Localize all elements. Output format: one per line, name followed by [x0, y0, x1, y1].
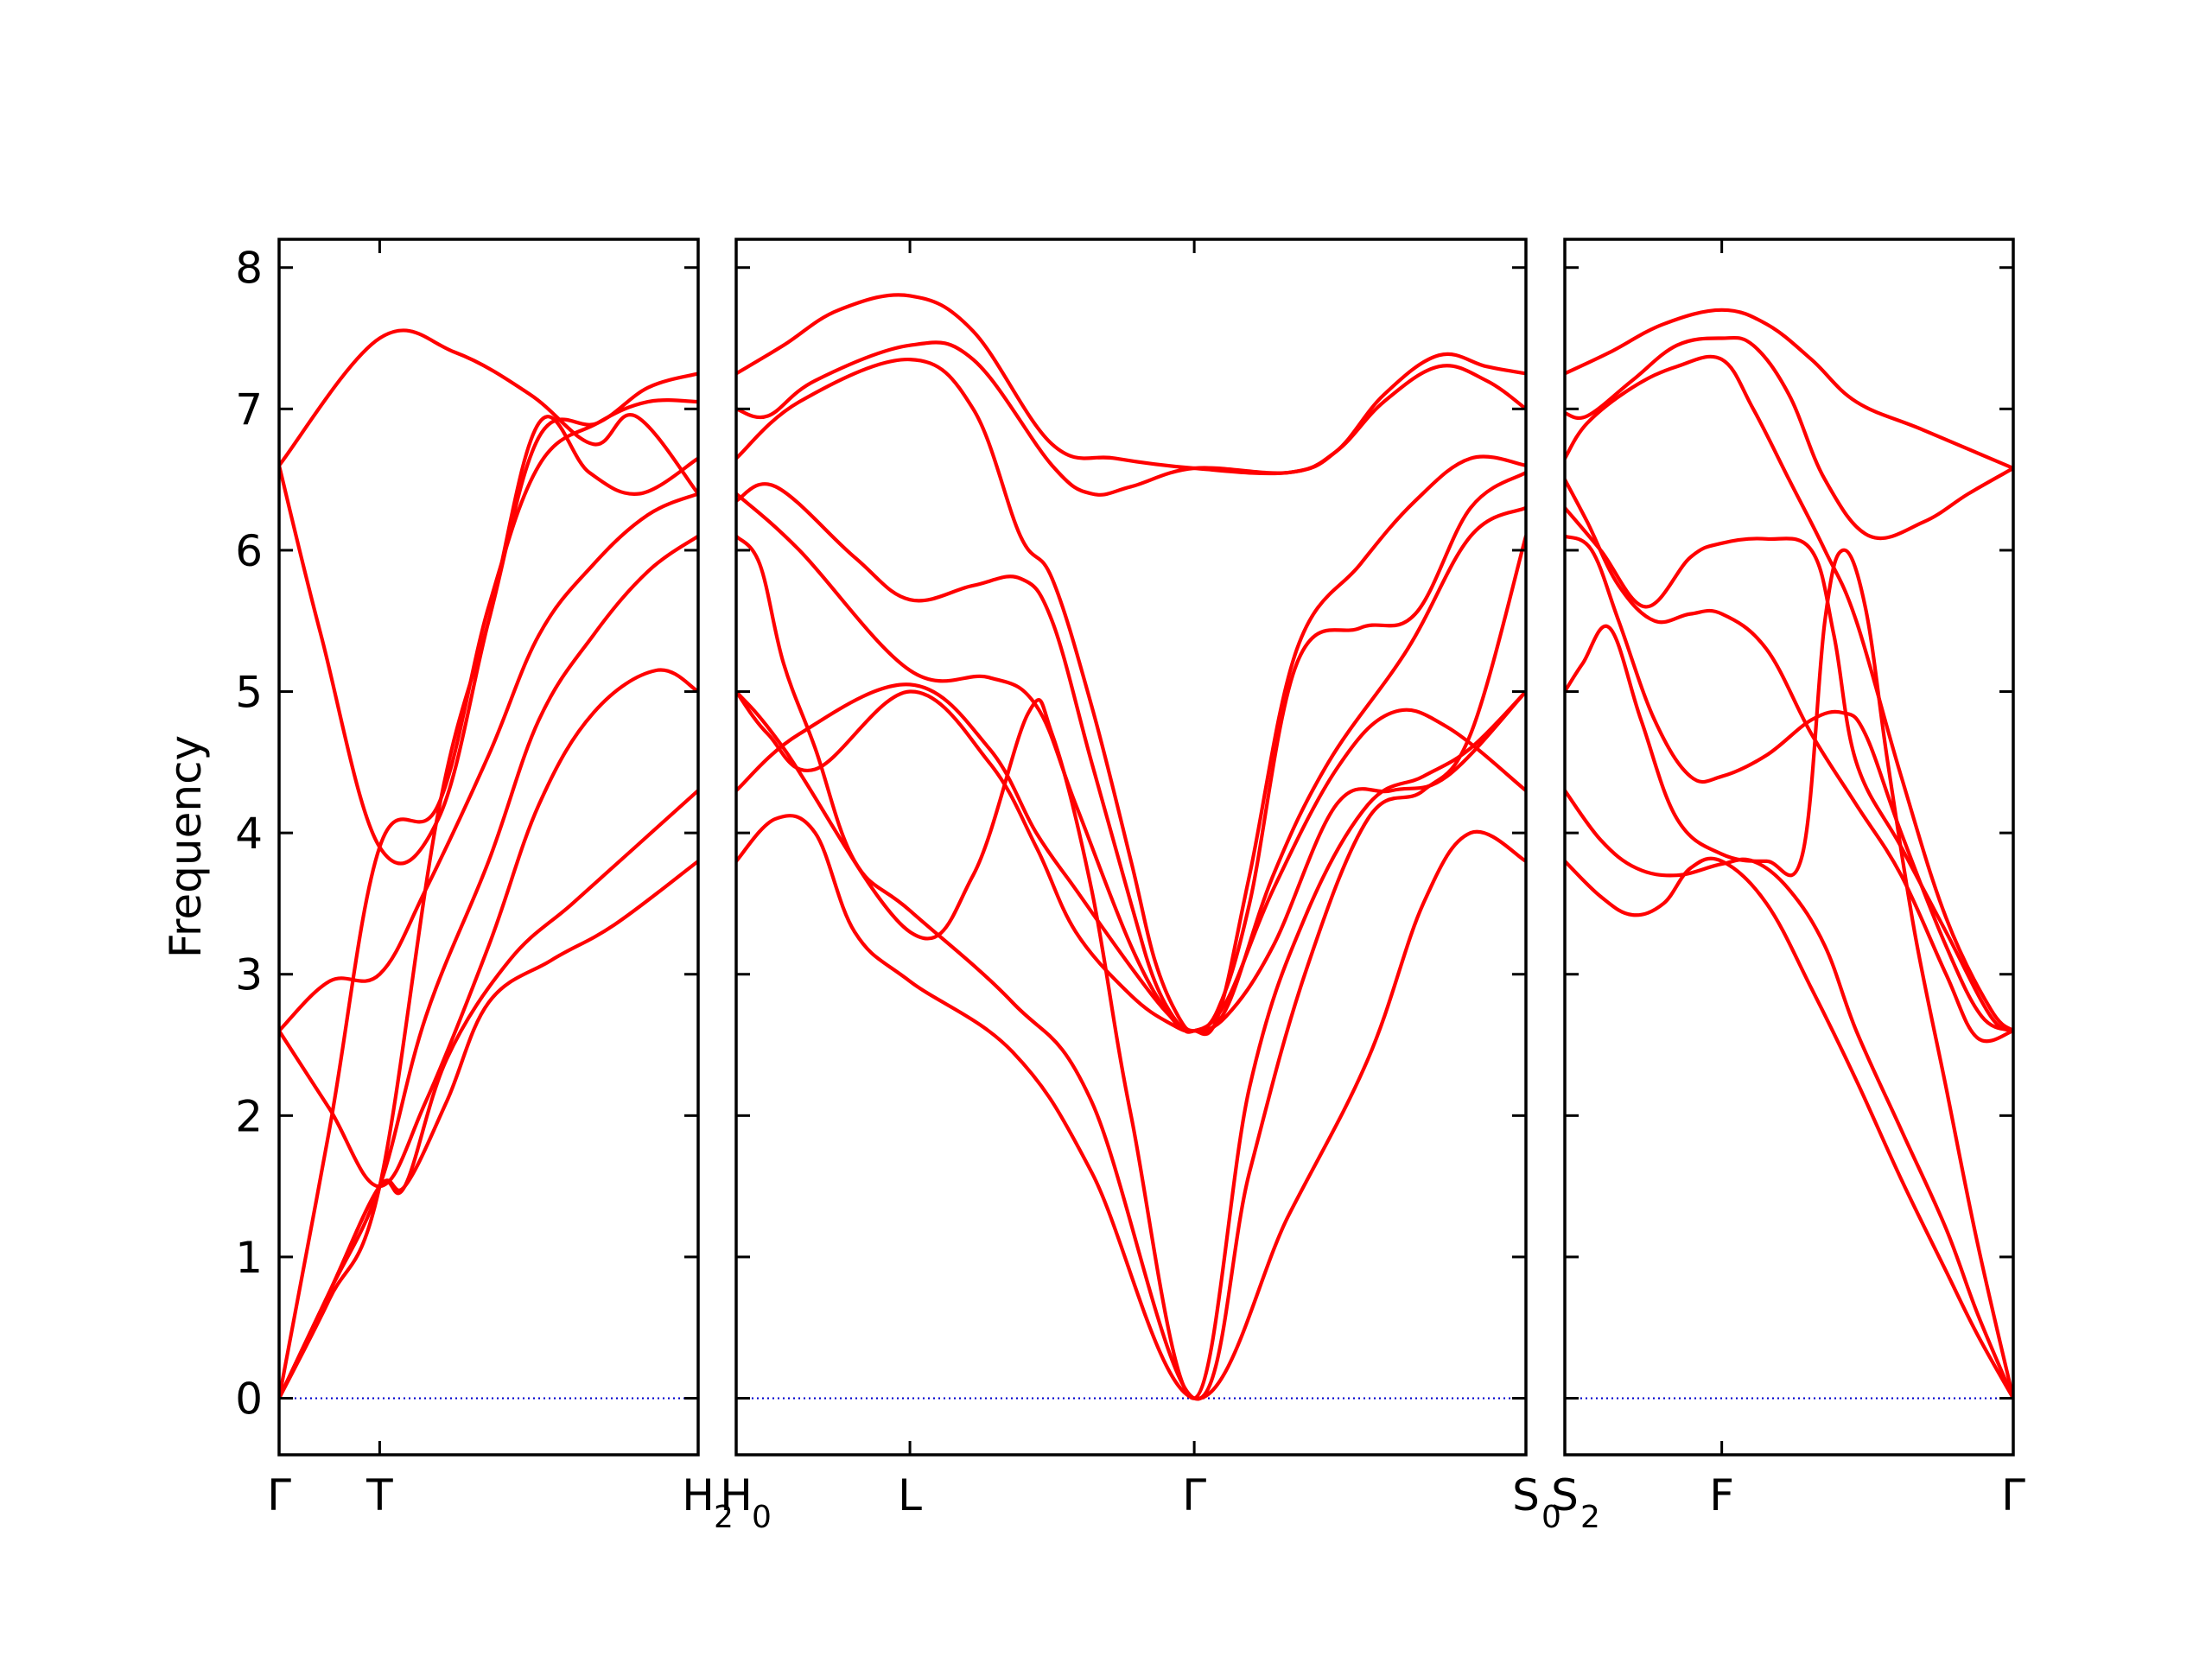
band-line-panel3-7	[1565, 548, 2013, 1400]
x-tick-label: L	[898, 1470, 922, 1520]
band-line-panel3-6	[1565, 534, 2013, 1033]
band-line-panel1-4	[279, 371, 698, 1400]
y-tick-label: 2	[235, 1091, 263, 1141]
y-tick-label: 6	[235, 526, 263, 576]
band-line-panel3-3	[1565, 354, 2013, 1033]
band-line-panel2-1	[736, 293, 1526, 476]
band-line-panel2-10	[736, 689, 1526, 1400]
band-line-panel1-8	[279, 789, 698, 1400]
y-tick-label: 0	[235, 1374, 263, 1425]
panel-frame-3	[1563, 238, 2015, 1457]
band-line-panel1-7	[279, 668, 698, 1189]
band-line-panel2-8	[736, 534, 1526, 1401]
band-line-panel1-5	[279, 492, 698, 1033]
band-line-panel1-6	[279, 534, 698, 1400]
x-tick-label: T	[365, 1470, 393, 1520]
band-line-panel1-2	[279, 415, 698, 866]
y-tick-label: 4	[235, 809, 263, 859]
panel-frame-1	[277, 238, 700, 1457]
band-line-panel2-9	[736, 814, 1526, 1400]
band-line-panel2-6	[736, 682, 1526, 1033]
x-tick-label-subscript: 2	[1580, 1500, 1600, 1535]
x-tick-label: S	[1512, 1470, 1540, 1520]
band-line-panel3-2	[1565, 335, 2013, 541]
band-line-panel3-9	[1565, 856, 2013, 1400]
x-tick-label: H	[682, 1470, 715, 1520]
band-line-panel1-9	[279, 859, 698, 1400]
y-axis-label: Frequency	[161, 735, 211, 958]
x-tick-label: Γ	[267, 1470, 291, 1520]
band-line-panel1-1	[279, 328, 698, 496]
x-tick-label: S	[1551, 1470, 1579, 1520]
band-line-panel3-5	[1565, 478, 2013, 1044]
y-tick-label: 7	[235, 384, 263, 435]
y-tick-label: 5	[235, 668, 263, 718]
x-tick-label-subscript: 0	[1541, 1500, 1561, 1535]
band-line-panel1-3	[279, 398, 698, 1400]
x-tick-label-subscript: 2	[714, 1500, 734, 1535]
x-tick-label: F	[1709, 1470, 1734, 1520]
y-tick-label: 1	[235, 1233, 263, 1283]
band-line-panel2-3	[736, 357, 1526, 1037]
band-line-panel2-7	[736, 689, 1526, 1033]
panel-frame-2	[734, 238, 1528, 1457]
band-line-panel3-4	[1565, 505, 2013, 1033]
x-tick-label: Γ	[2001, 1470, 2025, 1520]
y-tick-label: 8	[235, 244, 263, 294]
x-tick-label: Γ	[1182, 1470, 1206, 1520]
band-line-panel3-8	[1565, 789, 2013, 1400]
band-line-panel2-2	[736, 340, 1526, 497]
x-tick-label-subscript: 0	[752, 1500, 772, 1535]
y-tick-label: 3	[235, 950, 263, 1000]
x-tick-label: H	[720, 1470, 753, 1520]
band-line-panel3-1	[1565, 308, 2013, 471]
band-line-panel2-4	[736, 470, 1526, 1034]
